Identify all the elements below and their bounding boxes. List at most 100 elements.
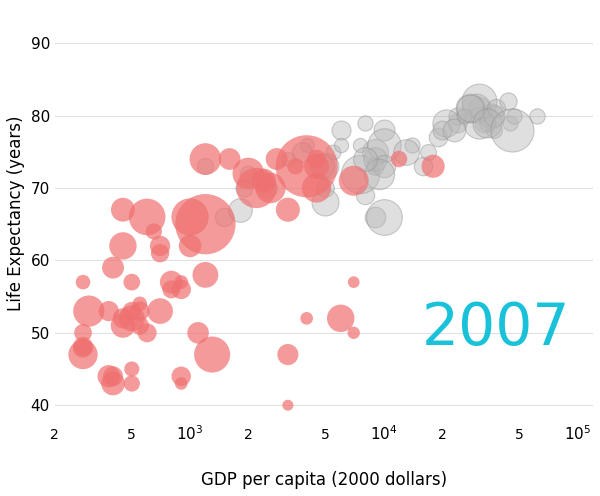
Point — [302, 140, 311, 148]
Point — [298, 148, 307, 156]
Point — [155, 242, 165, 250]
Point — [489, 126, 499, 134]
Point — [317, 162, 327, 170]
Point — [176, 278, 186, 286]
Point — [244, 170, 253, 178]
Point — [449, 126, 458, 134]
Point — [283, 206, 293, 214]
Point — [302, 162, 311, 170]
Point — [127, 314, 137, 322]
Point — [155, 307, 165, 315]
Point — [135, 300, 145, 308]
Point — [108, 264, 118, 272]
Point — [176, 285, 186, 293]
Point — [200, 220, 210, 228]
Point — [394, 155, 404, 163]
Point — [104, 307, 113, 315]
Point — [312, 162, 322, 170]
Point — [78, 343, 88, 351]
Point — [360, 155, 370, 163]
Point — [78, 329, 88, 337]
Point — [290, 162, 300, 170]
Point — [349, 177, 359, 185]
Y-axis label: Life Expectancy (years): Life Expectancy (years) — [7, 116, 25, 311]
Text: 2007: 2007 — [422, 301, 570, 358]
Point — [370, 162, 380, 170]
Point — [418, 162, 428, 170]
Point — [474, 97, 484, 105]
Point — [108, 372, 118, 380]
Point — [479, 119, 489, 127]
Point — [78, 278, 88, 286]
Point — [336, 140, 346, 148]
Point — [441, 119, 451, 127]
Point — [401, 148, 410, 156]
Point — [220, 213, 229, 221]
Point — [272, 155, 281, 163]
Point — [312, 155, 322, 163]
Point — [78, 351, 88, 359]
Point — [491, 104, 501, 112]
Point — [355, 170, 364, 178]
Point — [370, 155, 380, 163]
Point — [507, 126, 517, 134]
Point — [379, 126, 388, 134]
Text: 5: 5 — [127, 428, 136, 442]
Point — [167, 278, 176, 286]
Point — [208, 351, 217, 359]
Point — [407, 140, 417, 148]
Point — [127, 278, 137, 286]
Point — [474, 104, 484, 112]
Point — [482, 112, 491, 120]
Point — [266, 184, 275, 192]
Point — [176, 372, 186, 380]
Point — [509, 112, 518, 120]
Point — [452, 119, 462, 127]
Point — [505, 119, 515, 127]
Point — [200, 271, 210, 279]
Point — [118, 242, 128, 250]
Text: 2: 2 — [50, 428, 59, 442]
Point — [118, 314, 128, 322]
Point — [84, 307, 94, 315]
Point — [487, 112, 496, 120]
Point — [379, 162, 388, 170]
Point — [200, 155, 210, 163]
Point — [355, 140, 364, 148]
Point — [482, 119, 491, 127]
Point — [336, 126, 346, 134]
Point — [283, 155, 293, 163]
Text: 2: 2 — [437, 428, 446, 442]
Point — [127, 307, 137, 315]
Point — [466, 104, 475, 112]
Point — [474, 119, 484, 127]
Text: 5: 5 — [515, 428, 523, 442]
Point — [185, 213, 195, 221]
Point — [283, 401, 293, 409]
Point — [118, 321, 128, 329]
Point — [489, 112, 499, 120]
Point — [349, 278, 359, 286]
Point — [104, 372, 113, 380]
Point — [142, 213, 152, 221]
Point — [176, 379, 186, 387]
Point — [370, 148, 380, 156]
Point — [532, 112, 542, 120]
Point — [78, 343, 88, 351]
Point — [155, 249, 165, 257]
Point — [482, 119, 491, 127]
X-axis label: GDP per capita (2000 dollars): GDP per capita (2000 dollars) — [200, 471, 447, 489]
Point — [329, 148, 338, 156]
Point — [320, 184, 330, 192]
Point — [142, 329, 152, 337]
Point — [225, 155, 235, 163]
Point — [312, 184, 322, 192]
Point — [320, 198, 330, 206]
Point — [239, 184, 249, 192]
Point — [167, 285, 176, 293]
Point — [302, 314, 311, 322]
Point — [424, 148, 433, 156]
Point — [471, 104, 481, 112]
Point — [349, 329, 359, 337]
Point — [262, 184, 272, 192]
